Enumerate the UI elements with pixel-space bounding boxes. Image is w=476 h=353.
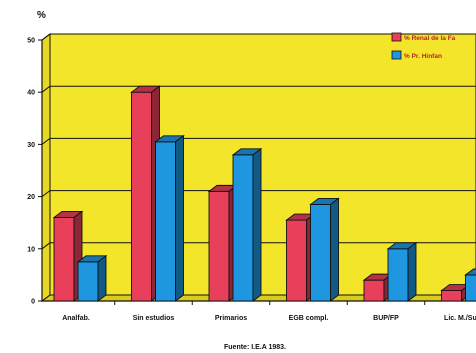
y-tick-label: 30 — [27, 142, 35, 149]
y-tick-label: 10 — [27, 246, 35, 253]
x-category-label: BUP/FP — [373, 315, 399, 322]
bar-2-top — [464, 268, 476, 276]
bar-2-front — [232, 154, 254, 302]
x-category-label: Analfab. — [62, 315, 90, 322]
bar-2-side — [97, 254, 107, 302]
bar-1-front — [53, 217, 75, 302]
x-category-label: Sin estudios — [133, 315, 175, 322]
bar-1-front — [363, 279, 385, 302]
y-tick-label: 50 — [27, 38, 35, 45]
legend-label-series-2: % Pr. Hinfan — [404, 53, 442, 60]
bar-2-front — [77, 261, 99, 302]
bar-1-front — [441, 290, 462, 302]
bar-2-front — [387, 248, 409, 302]
bar-1-front — [286, 219, 307, 302]
gridline — [41, 137, 476, 145]
legend-label-series-1: % Renal de la Fa — [404, 35, 456, 42]
legend-swatch-series-2 — [391, 50, 402, 60]
x-category-label: EGB compl. — [289, 315, 329, 322]
bar-2-front — [155, 141, 176, 302]
bar-1-front — [131, 91, 152, 302]
y-tick-label: 40 — [27, 90, 35, 97]
bar-1-front — [208, 190, 230, 302]
gridline — [41, 33, 476, 41]
bar-2-side — [407, 241, 417, 302]
legend: % Renal de la Fa % Pr. Hinfan — [391, 32, 456, 60]
gridline — [41, 190, 476, 198]
y-tick-label: 20 — [27, 194, 35, 201]
y-unit-label: % — [37, 10, 46, 21]
y-tick-label: 0 — [31, 299, 35, 306]
bar-2-side — [175, 134, 184, 302]
bar-2-front — [310, 203, 331, 302]
bar-2-front — [465, 274, 476, 302]
source-note: Fuente: I.E.A 1983. — [224, 344, 286, 351]
x-category-label: Primarios — [215, 315, 247, 322]
gridline — [41, 85, 476, 93]
x-category-label: Lic. M./Sup. — [444, 315, 476, 322]
bar-2-side — [252, 147, 262, 302]
legend-swatch-series-1 — [391, 32, 402, 42]
bar-2-side — [330, 197, 339, 302]
plot-side-wall — [41, 33, 51, 302]
